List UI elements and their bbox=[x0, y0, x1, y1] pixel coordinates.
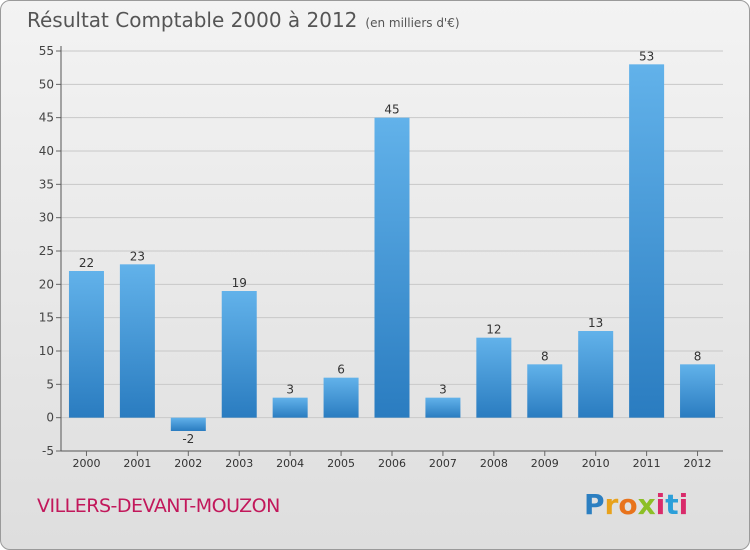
chart-subtitle: (en milliers d'€) bbox=[365, 16, 460, 30]
logo-letter: x bbox=[637, 488, 656, 521]
data-label: 53 bbox=[639, 49, 654, 63]
data-label: 19 bbox=[232, 276, 247, 290]
y-tick-label: 10 bbox=[39, 344, 54, 358]
y-tick-label: 5 bbox=[46, 377, 54, 391]
x-tick-label: 2001 bbox=[123, 457, 151, 470]
logo-letter: i bbox=[678, 488, 689, 521]
y-tick-label: -5 bbox=[42, 444, 54, 458]
bar bbox=[272, 397, 308, 418]
data-label: 3 bbox=[286, 383, 294, 397]
bar bbox=[680, 364, 716, 418]
y-tick-label: 15 bbox=[39, 311, 54, 325]
data-label: 6 bbox=[337, 363, 345, 377]
x-tick-label: 2004 bbox=[276, 457, 304, 470]
logo-letter: t bbox=[665, 488, 679, 521]
data-label: 23 bbox=[130, 249, 145, 263]
logo-letter: o bbox=[618, 488, 638, 521]
data-label: 8 bbox=[541, 349, 549, 363]
logo-letter: i bbox=[655, 488, 666, 521]
y-tick-label: 50 bbox=[39, 77, 54, 91]
logo-letter: P bbox=[584, 488, 605, 521]
x-tick-label: 2012 bbox=[684, 457, 712, 470]
town-name: VILLERS-DEVANT-MOUZON bbox=[37, 495, 280, 517]
data-label: 13 bbox=[588, 316, 603, 330]
data-label: 45 bbox=[384, 103, 399, 117]
data-label: -2 bbox=[182, 432, 194, 446]
data-label: 3 bbox=[439, 383, 447, 397]
y-tick-label: 30 bbox=[39, 211, 54, 225]
bar bbox=[170, 417, 206, 431]
data-label: 22 bbox=[79, 256, 94, 270]
chart-title: Résultat Comptable 2000 à 2012 (en millie… bbox=[27, 8, 460, 32]
chart-title-text: Résultat Comptable 2000 à 2012 bbox=[27, 8, 358, 32]
bar bbox=[374, 117, 410, 418]
y-tick-label: 45 bbox=[39, 111, 54, 125]
proxiti-logo: Proxiti bbox=[584, 488, 688, 521]
x-tick-label: 2006 bbox=[378, 457, 406, 470]
y-tick-label: 35 bbox=[39, 177, 54, 191]
y-tick-label: 55 bbox=[39, 44, 54, 58]
bar bbox=[527, 364, 563, 418]
bar bbox=[68, 271, 104, 418]
x-tick-label: 2003 bbox=[225, 457, 253, 470]
bar bbox=[476, 337, 512, 418]
bar bbox=[323, 377, 359, 418]
bar bbox=[425, 397, 461, 418]
x-tick-label: 2010 bbox=[582, 457, 610, 470]
y-tick-label: 20 bbox=[39, 277, 54, 291]
logo-letter: r bbox=[604, 488, 619, 521]
bar bbox=[578, 331, 614, 418]
x-tick-label: 2000 bbox=[72, 457, 100, 470]
x-tick-label: 2002 bbox=[174, 457, 202, 470]
x-tick-label: 2005 bbox=[327, 457, 355, 470]
bar bbox=[119, 264, 155, 418]
data-label: 12 bbox=[486, 323, 501, 337]
bar bbox=[629, 64, 665, 418]
bar bbox=[221, 291, 257, 418]
data-label: 8 bbox=[694, 349, 702, 363]
y-tick-label: 0 bbox=[46, 411, 54, 425]
x-tick-label: 2008 bbox=[480, 457, 508, 470]
x-tick-label: 2011 bbox=[633, 457, 661, 470]
x-tick-label: 2007 bbox=[429, 457, 457, 470]
y-tick-label: 25 bbox=[39, 244, 54, 258]
y-tick-label: 40 bbox=[39, 144, 54, 158]
x-tick-label: 2009 bbox=[531, 457, 559, 470]
